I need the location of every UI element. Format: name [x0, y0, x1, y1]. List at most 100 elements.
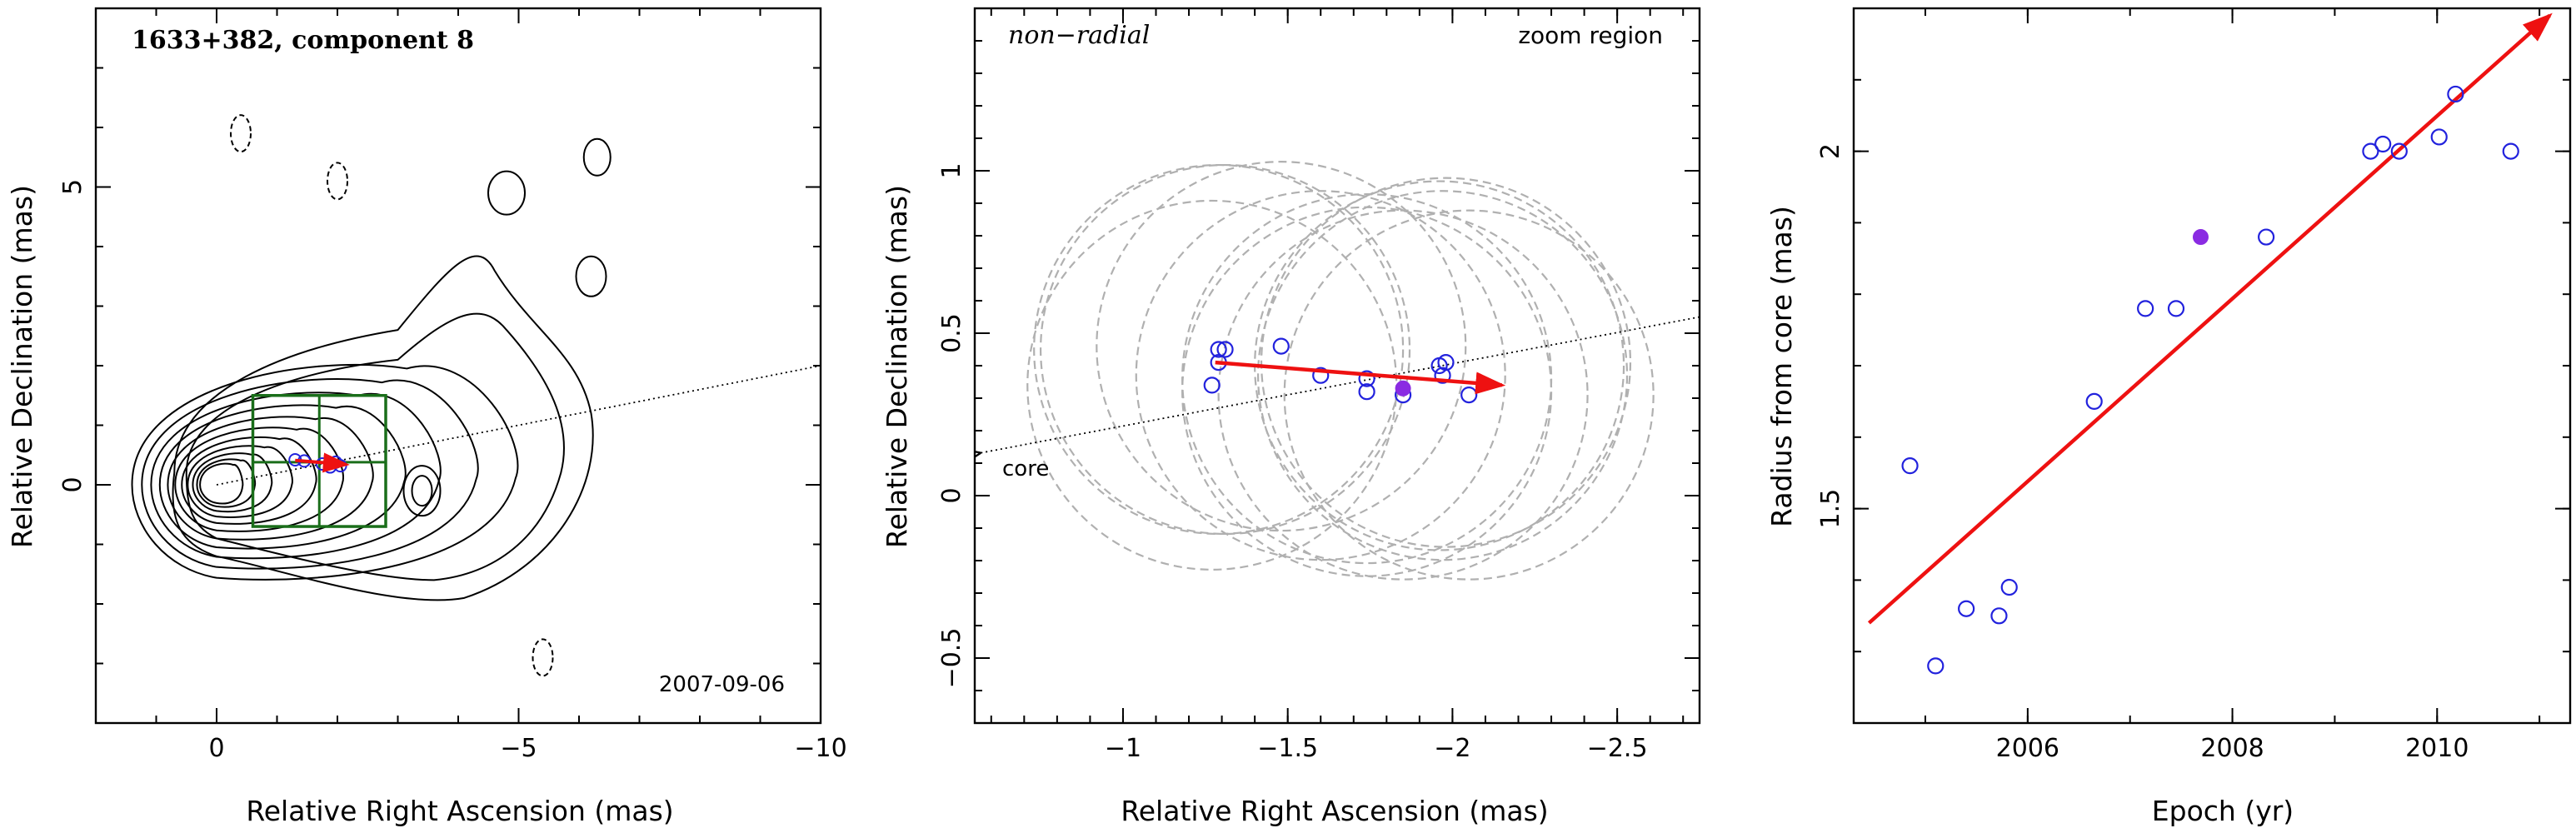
zoom-region-plot: −1 −1.5 −2 −2.5 −0.5 0 0.5 1	[937, 7, 1701, 763]
panel1-date-label: 2007-09-06	[659, 672, 785, 697]
data-point	[2502, 142, 2519, 160]
data-point	[2000, 578, 2018, 596]
highlighted-point	[2192, 229, 2209, 246]
contour-line	[158, 404, 407, 550]
component-size-circle	[1217, 209, 1589, 581]
core-label: core	[1002, 456, 1049, 481]
panel1-xlabel: Relative Right Ascension (mas)	[246, 795, 673, 827]
negative-contour	[532, 638, 554, 677]
plot-frame	[94, 7, 822, 725]
x-tick-label: −2.5	[1587, 734, 1648, 763]
data-point	[2085, 392, 2103, 410]
panel1-ylabel: Relative Declination (mas)	[6, 185, 38, 548]
y-tick-label: 0	[937, 487, 966, 503]
y-tick-label: 5	[58, 179, 87, 195]
data-point	[2137, 300, 2154, 317]
contour-line	[172, 255, 594, 601]
contour-line	[192, 452, 273, 513]
panel1-title: 1633+382, component 8	[132, 26, 474, 55]
contour-line	[141, 378, 479, 570]
jet-axis-line	[216, 365, 821, 486]
contour-line	[131, 363, 519, 581]
data-point	[1437, 354, 1455, 372]
component-size-circle	[1181, 193, 1553, 565]
data-point	[1358, 370, 1375, 387]
x-tick-label: −10	[794, 734, 846, 763]
data-point	[1990, 607, 2008, 625]
x-tick-label: −2	[1434, 734, 1470, 763]
contour-line	[199, 462, 244, 505]
data-point	[1927, 657, 1944, 675]
data-point	[1358, 383, 1375, 401]
data-point	[2430, 128, 2448, 146]
plot-frame	[973, 7, 1701, 725]
data-point	[1203, 377, 1221, 394]
panel2-ylabel: Relative Declination (mas)	[881, 185, 913, 548]
contour-line	[174, 426, 344, 532]
contour-line	[582, 137, 612, 177]
radius-epoch-plot: 2006 2008 2010 1.5 2	[1816, 7, 2572, 763]
panel2-corner-label: zoom region	[1518, 22, 1663, 49]
y-tick-label: 0.5	[937, 313, 966, 353]
contour-map-panel: 0 −5 −10 0 5 1633+382, component 8 2007-09-0…	[6, 7, 847, 827]
negative-contour	[230, 114, 252, 153]
plot-area	[978, 161, 1700, 581]
contour-line	[411, 475, 433, 507]
component-size-circle	[1096, 161, 1467, 532]
data-point	[1210, 341, 1227, 358]
plot-frame	[1852, 7, 2572, 725]
contour-line	[167, 416, 374, 541]
data-point	[2362, 142, 2379, 160]
contour-line	[150, 392, 442, 560]
component-size-circle	[1256, 190, 1629, 561]
panel3-xlabel: Epoch (yr)	[2152, 795, 2294, 827]
y-tick-label: 1	[937, 162, 966, 178]
data-point	[2447, 85, 2464, 103]
component-size-circle	[1283, 209, 1655, 581]
x-tick-label: 2008	[2200, 734, 2264, 763]
contour-line	[187, 445, 293, 518]
component-size-circle	[1181, 206, 1553, 577]
x-tick-label: 2010	[2405, 734, 2469, 763]
x-tick-label: −5	[500, 734, 537, 763]
panel2-xlabel: Relative Right Ascension (mas)	[1121, 795, 1548, 827]
jet-axis-line	[978, 316, 1700, 454]
data-point	[2390, 142, 2408, 160]
data-point	[2167, 300, 2185, 317]
x-tick-label: 2006	[1996, 734, 2059, 763]
radius-epoch-panel: 2006 2008 2010 1.5 2 Epoch (yr) Radius from …	[1765, 7, 2572, 827]
contour-line	[575, 255, 607, 297]
contour-line	[185, 312, 565, 581]
component-size-circle	[1039, 163, 1411, 536]
negative-contour	[327, 162, 348, 201]
x-tick-label: −1.5	[1257, 734, 1318, 763]
component-size-circle	[1260, 177, 1632, 548]
data-point	[2258, 228, 2275, 246]
y-tick-label: 2	[1816, 143, 1845, 159]
data-point	[1216, 341, 1234, 358]
data-point	[1901, 457, 1919, 475]
zoom-region-panel: −1 −1.5 −2 −2.5 −0.5 0 0.5 1 non−radial zoom re…	[881, 7, 1701, 827]
contour-map-plot: 0 −5 −10 0 5	[58, 7, 847, 763]
data-point	[1958, 600, 1975, 617]
contour-line	[196, 458, 257, 508]
contour-line	[402, 465, 442, 517]
panel3-ylabel: Radius from core (mas)	[1765, 206, 1798, 527]
contour-line	[181, 436, 317, 525]
data-point	[1460, 387, 1478, 404]
x-tick-label: −1	[1105, 734, 1141, 763]
component-size-circle	[1033, 163, 1405, 536]
fit-line-arrow	[1867, 12, 2553, 625]
highlighted-point	[1395, 380, 1411, 397]
motion-vector-arrow	[295, 452, 350, 473]
contour-line	[487, 170, 526, 216]
data-point	[1312, 367, 1330, 384]
y-tick-label: 1.5	[1816, 489, 1845, 529]
data-point	[1272, 337, 1290, 355]
x-tick-label: 0	[208, 734, 224, 763]
data-point	[1434, 367, 1451, 384]
data-point	[2374, 135, 2392, 153]
panel2-title: non−radial	[1008, 21, 1150, 50]
motion-vector-arrow	[1215, 360, 1506, 395]
